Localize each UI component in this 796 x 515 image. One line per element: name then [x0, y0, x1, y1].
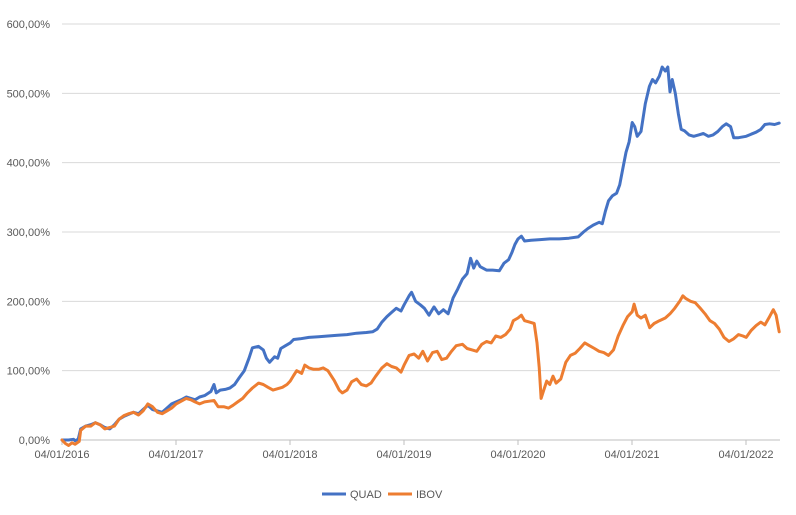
y-tick-label: 600,00%	[7, 19, 51, 31]
x-tick-label: 04/01/2020	[490, 449, 545, 461]
series-line-ibov	[60, 294, 781, 447]
legend-label-quad: QUAD	[350, 489, 382, 501]
y-axis-tick-labels: 0,00% 100,00% 200,00% 300,00% 400,00% 500,00%…	[7, 19, 51, 447]
y-tick-label: 0,00%	[19, 435, 50, 447]
series-lines	[60, 65, 781, 447]
legend-label-ibov: IBOV	[416, 489, 443, 501]
x-tick-label: 04/01/2019	[376, 449, 431, 461]
series-line-quad	[60, 65, 781, 443]
legend: QUAD IBOV	[322, 489, 443, 501]
y-tick-label: 500,00%	[7, 88, 51, 100]
x-tick-label: 04/01/2018	[262, 449, 317, 461]
y-tick-label: 300,00%	[7, 227, 51, 239]
x-tick-label: 04/01/2022	[718, 449, 773, 461]
x-tick-label: 04/01/2016	[34, 449, 89, 461]
x-tick-label: 04/01/2021	[604, 449, 659, 461]
y-tick-label: 100,00%	[7, 366, 51, 378]
x-axis-tick-labels: 04/01/2016 04/01/2017 04/01/2018 04/01/2019…	[34, 449, 773, 461]
y-tick-label: 200,00%	[7, 296, 51, 308]
x-axis	[61, 439, 780, 445]
y-tick-label: 400,00%	[7, 158, 51, 170]
gridlines	[62, 23, 780, 372]
x-tick-label: 04/01/2017	[148, 449, 203, 461]
